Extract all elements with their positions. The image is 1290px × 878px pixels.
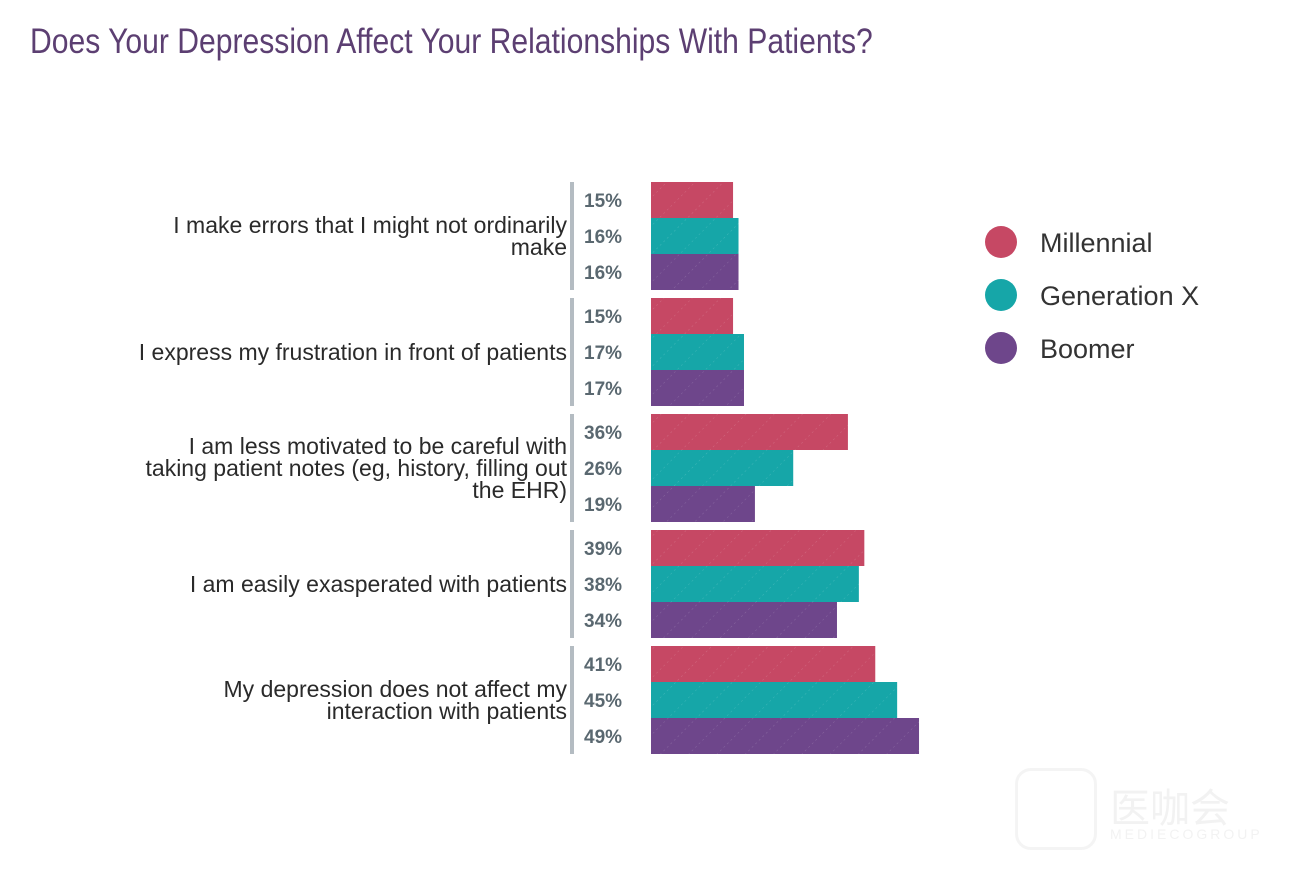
watermark-en: MEDIECOGROUP <box>1110 826 1263 842</box>
bar-texture <box>651 298 734 334</box>
bar-texture <box>651 646 876 682</box>
legend-label: Millennial <box>1040 228 1153 258</box>
category-label: I am less motivated to be careful with <box>189 433 567 459</box>
value-label: 16% <box>584 227 622 248</box>
group-divider <box>570 414 574 522</box>
bar-texture <box>651 414 848 450</box>
bar-texture <box>651 682 898 718</box>
value-label: 19% <box>584 495 622 516</box>
value-label: 26% <box>584 459 622 480</box>
category-label: taking patient notes (eg, history, filli… <box>146 455 568 481</box>
category-label: I express my frustration in front of pat… <box>139 339 567 365</box>
category-label: I make errors that I might not ordinaril… <box>173 212 567 238</box>
value-label: 34% <box>584 611 622 632</box>
value-label: 36% <box>584 423 622 444</box>
category-label: My depression does not affect my <box>224 676 568 702</box>
chart-title: Does Your Depression Affect Your Relatio… <box>30 22 873 61</box>
category-label: I am easily exasperated with patients <box>190 571 567 597</box>
group-divider <box>570 298 574 406</box>
category-label: make <box>511 234 567 260</box>
legend-marker <box>985 332 1017 364</box>
value-label: 17% <box>584 343 622 364</box>
category-label: the EHR) <box>472 477 567 503</box>
legend-marker <box>985 279 1017 311</box>
value-label: 41% <box>584 655 622 676</box>
bar-texture <box>651 718 920 754</box>
bar-texture <box>651 486 755 522</box>
legend-label: Boomer <box>1040 334 1135 364</box>
logo-icon <box>1015 768 1097 850</box>
bar-texture <box>651 182 734 218</box>
legend-label: Generation X <box>1040 281 1199 311</box>
group-divider <box>570 530 574 638</box>
value-label: 16% <box>584 263 622 284</box>
value-label: 39% <box>584 539 622 560</box>
watermark-cn: 医咖会 <box>1110 787 1230 831</box>
value-label: 15% <box>584 191 622 212</box>
bar-texture <box>651 218 739 254</box>
bar-texture <box>651 602 837 638</box>
value-label: 49% <box>584 727 622 748</box>
bar-texture <box>651 530 865 566</box>
group-divider <box>570 646 574 754</box>
value-label: 17% <box>584 379 622 400</box>
group-divider <box>570 182 574 290</box>
legend-marker <box>985 226 1017 258</box>
bar-texture <box>651 370 744 406</box>
bar-texture <box>651 450 794 486</box>
bar-texture <box>651 334 744 370</box>
category-label: interaction with patients <box>327 698 567 724</box>
value-label: 38% <box>584 575 622 596</box>
bar-texture <box>651 254 739 290</box>
bar-texture <box>651 566 859 602</box>
value-label: 15% <box>584 307 622 328</box>
value-label: 45% <box>584 691 622 712</box>
